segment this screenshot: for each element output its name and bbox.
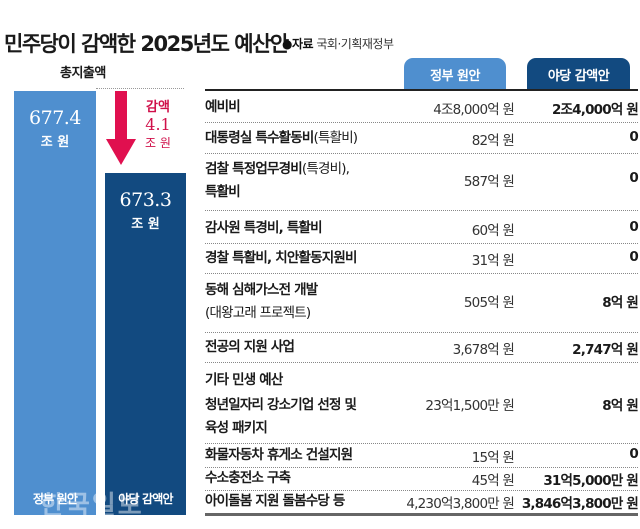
source-label: ●자료 xyxy=(282,37,314,51)
bar-unit: 조 원 xyxy=(131,217,160,232)
gov-value: 3,678억 원 xyxy=(452,341,515,358)
row-separator xyxy=(205,443,638,444)
row-separator xyxy=(205,210,638,211)
row-name: 기타 민생 예산 xyxy=(205,369,283,392)
opp-value: 0 xyxy=(629,445,638,462)
opp-value: 8억 원 xyxy=(602,295,639,311)
row-name-sub: (특경비), xyxy=(301,161,350,177)
bar-opp: 673.3 조 원 야당 감액안 xyxy=(105,173,186,515)
opp-value: 8억 원 xyxy=(602,398,639,414)
table-row: 화물자동차 휴게소 건설지원 15억 원 0 xyxy=(205,444,639,467)
gov-value: 82억 원 xyxy=(471,132,515,149)
opp-value: 2조4,000억 원 xyxy=(551,101,639,118)
gov-value: 587억 원 xyxy=(463,174,515,190)
source: ●자료 국회·기획재정부 xyxy=(282,35,394,52)
table-row: 검찰 특정업무경비(특경비), 특활비 587억 원 0 xyxy=(205,158,639,204)
row-name-text: 화물자동차 휴게소 건설지원 xyxy=(205,446,353,463)
table-row: 대통령실 특수활동비(특활비) 82억 원 0 xyxy=(205,127,639,150)
row-separator xyxy=(205,122,638,123)
bar-gov: 677.4 조 원 정부 원안 xyxy=(14,91,96,515)
row-name-line2: (대왕고래 프로젝트) xyxy=(205,305,311,321)
opp-value: 0 xyxy=(629,128,638,145)
chart-title: 총지출액 xyxy=(60,66,106,81)
header-gov: 정부 원안 xyxy=(404,58,506,90)
down-arrow-icon xyxy=(106,91,136,165)
row-name-line2: 육성 패키지 xyxy=(205,420,268,436)
row-name-text: 예비비 xyxy=(205,98,241,115)
row-separator xyxy=(205,332,638,333)
row-name: 수소충전소 구축 xyxy=(205,467,291,490)
gov-value: 45억 원 xyxy=(471,472,515,489)
bar-value: 673.3 xyxy=(119,189,172,211)
row-name: 감사원 특경비, 특활비 xyxy=(205,217,323,240)
watermark: 한국일보 xyxy=(40,491,144,521)
table-row: 예비비 4조8,000억 원 2조4,000억 원 xyxy=(205,96,639,119)
opp-value: 0 xyxy=(629,218,638,235)
gov-value: 15억 원 xyxy=(471,449,515,466)
reduction-annotation: 감액 4.1 조 원 xyxy=(138,96,178,151)
opp-value: 2,747억 원 xyxy=(572,341,639,358)
page-title: 민주당이 감액한 2025년도 예산안 xyxy=(4,32,289,56)
opp-value: 0 xyxy=(629,248,638,265)
gov-value: 505억 원 xyxy=(463,295,515,311)
row-name-text: 전공의 지원 사업 xyxy=(205,338,295,355)
gov-value: 31억 원 xyxy=(471,252,515,269)
table-row: 감사원 특경비, 특활비 60억 원 0 xyxy=(205,217,639,240)
table-top-rule xyxy=(205,89,638,91)
bar-value: 677.4 xyxy=(29,107,81,129)
gov-value: 4,230억3,800만 원 xyxy=(406,495,514,512)
table-bottom-rule xyxy=(205,513,638,516)
header-opp: 야당 감액안 xyxy=(527,58,630,90)
row-name: 동해 심해가스전 개발 (대왕고래 프로젝트) xyxy=(205,279,318,325)
row-name: 화물자동차 휴게소 건설지원 xyxy=(205,444,353,467)
row-separator xyxy=(205,243,638,244)
table-row: 경찰 특활비, 치안활동지원비 31억 원 0 xyxy=(205,247,639,270)
row-separator xyxy=(205,362,638,363)
bar-unit: 조 원 xyxy=(40,135,70,150)
row-name-text: 청년일자리 강소기업 선정 및 xyxy=(205,397,357,413)
row-separator xyxy=(205,490,638,491)
row-name-sub: (특활비) xyxy=(313,129,358,146)
row-name: 아이돌봄 지원 돌봄수당 등 xyxy=(205,490,345,513)
row-name: 예비비 xyxy=(205,96,241,119)
row-name: 대통령실 특수활동비(특활비) xyxy=(205,127,358,150)
gov-value: 23억1,500만 원 xyxy=(425,398,514,414)
row-name-text: 수소충전소 구축 xyxy=(205,469,291,486)
source-text: 국회·기획재정부 xyxy=(316,37,394,51)
row-separator xyxy=(205,273,638,274)
row-name-line2: 특활비 xyxy=(205,184,241,200)
row-name-text: 기타 민생 예산 xyxy=(205,371,283,388)
reduction-unit: 조 원 xyxy=(145,136,171,150)
table-row: 동해 심해가스전 개발 (대왕고래 프로젝트) 505억 원 8억 원 xyxy=(205,279,639,325)
row-name-text: 대통령실 특수활동비 xyxy=(205,129,314,146)
gov-value: 60억 원 xyxy=(471,222,515,239)
row-name-text: 동해 심해가스전 개발 xyxy=(205,282,318,298)
reference-line xyxy=(96,88,184,89)
table-row: 전공의 지원 사업 3,678억 원 2,747억 원 xyxy=(205,336,639,359)
row-separator xyxy=(205,153,638,154)
bar-label: 정부 원안 xyxy=(32,492,78,506)
bar-label: 야당 감액안 xyxy=(118,492,173,506)
row-name: 검찰 특정업무경비(특경비), 특활비 xyxy=(205,158,350,204)
reduction-value: 4.1 xyxy=(145,115,171,134)
row-name-text: 감사원 특경비, 특활비 xyxy=(205,219,323,236)
row-name-text: 검찰 특정업무경비 xyxy=(205,161,303,177)
row-separator xyxy=(205,467,638,468)
row-name-text: 경찰 특활비, 치안활동지원비 xyxy=(205,249,357,266)
gov-value: 4조8,000억 원 xyxy=(433,101,515,118)
opp-value: 0 xyxy=(629,170,638,186)
row-name: 전공의 지원 사업 xyxy=(205,336,295,359)
reduction-label: 감액 xyxy=(146,100,170,115)
table-row: 아이돌봄 지원 돌봄수당 등 4,230억3,800만 원 3,846억3,800만… xyxy=(205,490,639,513)
opp-value: 31억5,000만 원 xyxy=(543,472,638,489)
row-name: 경찰 특활비, 치안활동지원비 xyxy=(205,247,357,270)
opp-value: 3,846억3,800만 원 xyxy=(521,495,639,512)
row-name-text: 아이돌봄 지원 돌봄수당 등 xyxy=(205,492,345,509)
table-row: 기타 민생 예산 xyxy=(205,369,638,392)
table-row: 수소충전소 구축 45억 원 31억5,000만 원 xyxy=(205,467,639,490)
